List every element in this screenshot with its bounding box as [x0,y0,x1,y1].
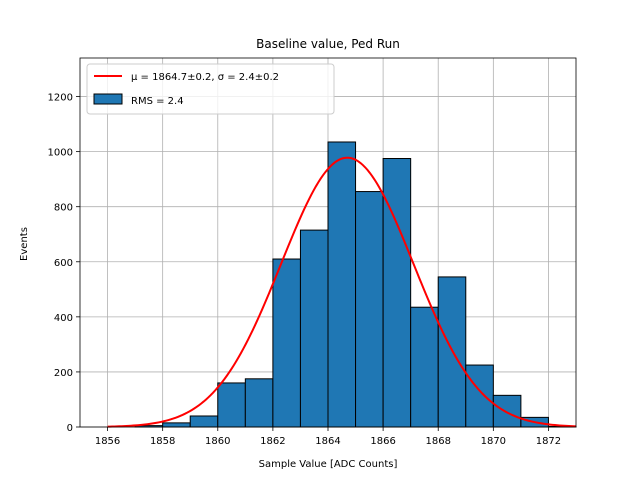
y-tick-label: 800 [54,203,73,214]
histogram-bar [465,364,494,428]
histogram-bar [299,229,329,428]
y-axis-ticks: 0 200 400 600 800 1000 1200 [48,93,80,434]
y-tick-label: 1200 [48,93,73,104]
y-tick-label: 200 [54,368,73,379]
legend-histogram-swatch [93,93,123,105]
x-tick-label: 1862 [260,436,285,447]
x-tick-label: 1864 [315,436,340,447]
y-tick-label: 600 [54,258,73,269]
gaussian-fit-curve [107,156,577,428]
y-tick-label: 400 [54,313,73,324]
x-axis-label: Sample Value [ADC Counts] [259,459,398,470]
histogram-bar [272,258,301,428]
x-tick-label: 1872 [536,436,561,447]
legend-fit-sigma: σ = 2.4±0.2 [218,72,279,83]
y-axis-label: Events [19,227,30,261]
legend: μ = 1864.7±0.2, σ = 2.4±0.2 RMS = 2.4 [86,63,335,115]
y-tick-label: 0 [67,423,73,434]
histogram-bar [189,415,219,428]
histogram-bar [162,422,191,428]
legend-box [86,63,335,115]
chart-title: Baseline value, Ped Run [256,37,400,51]
histogram-bar [355,191,384,428]
histogram-bar [382,158,412,428]
x-tick-label: 1870 [481,436,506,447]
legend-fit-mu: μ = 1864.7±0.2, [131,72,218,83]
x-tick-label: 1868 [425,436,450,447]
histogram-bar [327,141,357,428]
histogram-bar [244,378,274,428]
x-tick-label: 1856 [95,436,120,447]
y-tick-label: 1000 [48,148,73,159]
histogram-bar [410,306,439,428]
x-tick-label: 1866 [370,436,395,447]
x-axis-ticks: 1856 1858 1860 1862 1864 1866 1868 1870 1872 [95,427,561,447]
histogram-bar [492,394,522,428]
x-tick-label: 1858 [150,436,175,447]
legend-histogram-label: RMS = 2.4 [131,96,184,107]
legend-fit-label: μ = 1864.7±0.2, σ = 2.4±0.2 [131,72,279,83]
histogram-bar [217,382,246,428]
x-tick-label: 1860 [205,436,230,447]
